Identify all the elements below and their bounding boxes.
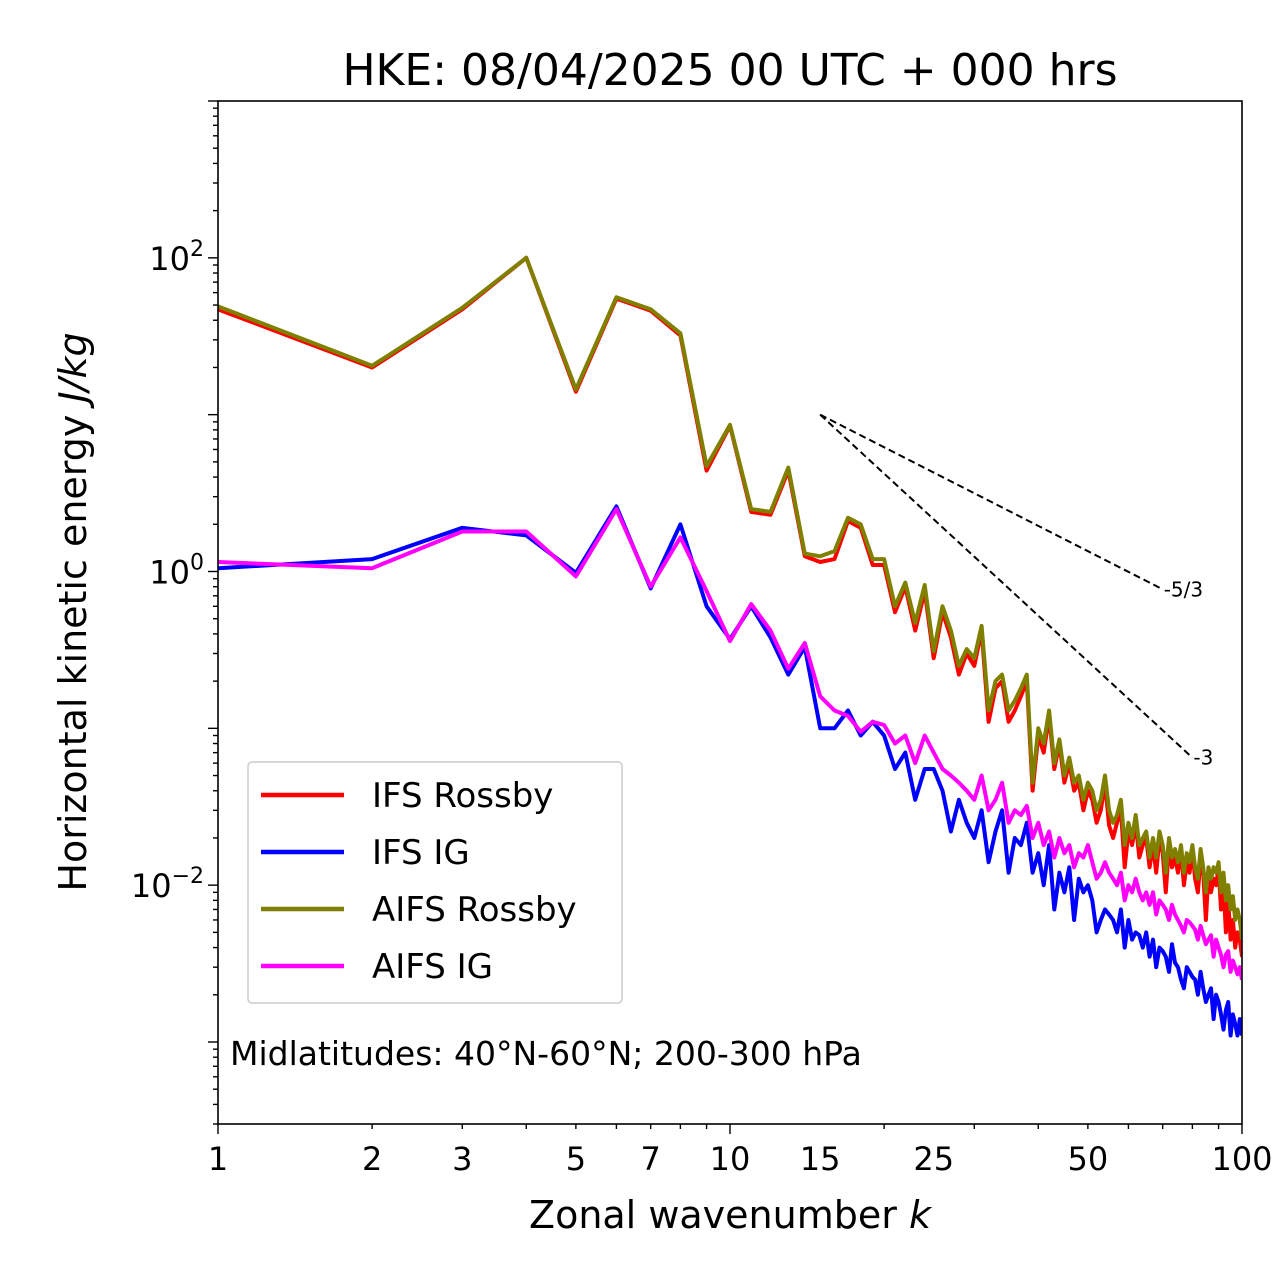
y-tick-exponent: −2 (172, 864, 204, 889)
y-tick-base: 10 (149, 240, 190, 278)
x-axis-title: Zonal wavenumber k (529, 1193, 933, 1237)
y-axis-title: Horizontal kinetic energy J/kg (51, 332, 95, 891)
x-axis-title-symbol: k (909, 1193, 933, 1237)
x-tick-label: 7 (641, 1140, 661, 1178)
y-axis-title-unit: J/kg (51, 332, 95, 409)
legend-label-aifs-rossby: AIFS Rossby (372, 890, 577, 930)
legend-label-aifs-ig: AIFS IG (372, 947, 493, 987)
x-tick-label: 25 (913, 1140, 954, 1178)
x-tick-label: 50 (1068, 1140, 1109, 1178)
y-tick-exponent: 0 (190, 550, 204, 575)
reference-line-label: -5/3 (1164, 577, 1203, 601)
region-annotation: Midlatitudes: 40°N-60°N; 200-300 hPa (230, 1034, 862, 1073)
legend-label-ifs-ig: IFS IG (372, 833, 470, 873)
series-line-aifs-ig (218, 507, 1242, 980)
x-tick-label: 1 (208, 1140, 228, 1178)
legend: IFS Rossby IFS IG AIFS Rossby AIFS IG (247, 761, 623, 1004)
reference-line-slope-5-3 (819, 413, 1164, 591)
x-tick-label: 10 (710, 1140, 751, 1178)
x-tick-label: 2 (362, 1140, 382, 1178)
x-tick-label: 3 (452, 1140, 472, 1178)
reference-slope-layer: -5/3 -3 (819, 413, 1213, 770)
y-tick-base: 10 (149, 553, 190, 591)
x-tick-label: 15 (800, 1140, 841, 1178)
reference-line-slope-3 (819, 413, 1194, 759)
legend-box (247, 761, 623, 1004)
series-layer (218, 255, 1242, 1038)
y-axis-title-text: Horizontal kinetic energy (51, 403, 95, 892)
x-axis-ticks: 1 2 3 5 7 10 15 25 50 100 (208, 1124, 1273, 1178)
y-tick-label: 10−2 (131, 864, 204, 905)
reference-line-label: -3 (1193, 746, 1213, 770)
y-tick-base: 10 (131, 867, 172, 905)
y-tick-label: 102 (149, 237, 204, 278)
x-tick-label: 100 (1211, 1140, 1272, 1178)
y-tick-label: 100 (149, 550, 204, 591)
x-axis-title-text: Zonal wavenumber (529, 1193, 909, 1237)
x-tick-label: 5 (566, 1140, 586, 1178)
legend-label-ifs-rossby: IFS Rossby (372, 776, 553, 816)
chart-title: HKE: 08/04/2025 00 UTC + 000 hrs (342, 45, 1117, 96)
series-line-aifs-rossby (218, 255, 1242, 940)
y-tick-exponent: 2 (190, 237, 204, 262)
